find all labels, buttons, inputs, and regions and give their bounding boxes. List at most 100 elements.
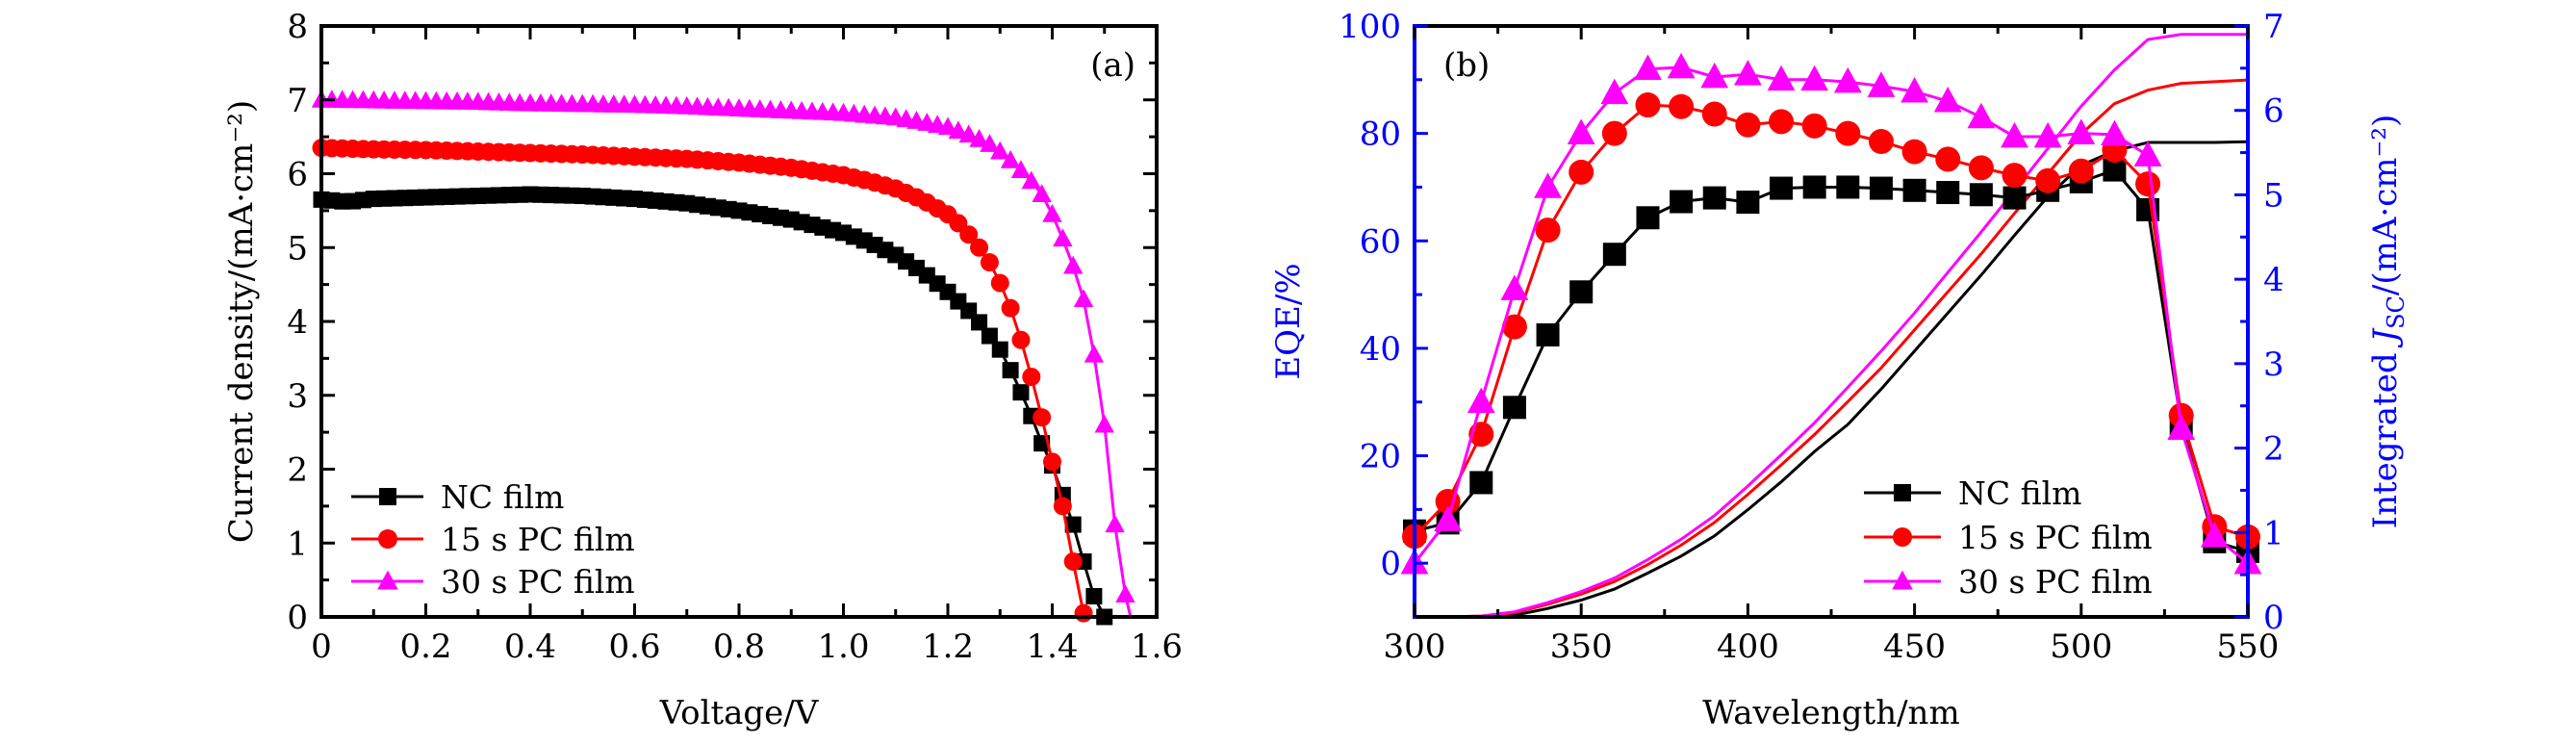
b-eqe-point <box>1635 92 1661 118</box>
a-legend-label: 15 s PC film <box>441 521 635 558</box>
b-eqe-point <box>1867 71 1896 97</box>
a-data-point <box>1012 384 1030 401</box>
b-eqe-point <box>2200 522 2229 548</box>
b-eqe-point <box>2001 121 2028 148</box>
b-eqe-point <box>2068 158 2094 184</box>
a-data-point <box>981 327 998 345</box>
b-right-y-tick-label: 0 <box>2263 599 2284 637</box>
b-legend-marker-circle-icon <box>1893 527 1912 547</box>
b-eqe-point <box>1569 159 1594 185</box>
b-right-y-tick-label: 5 <box>2263 176 2284 215</box>
b-eqe-point <box>1700 62 1729 89</box>
a-legend-item: NC film <box>351 478 564 516</box>
b-eqe-point <box>1469 471 1493 495</box>
a-data-point <box>1002 362 1019 379</box>
a-y-axis: 0 1 2 3 4 5 6 7 8 <box>287 8 1157 637</box>
b-eqe-point <box>1969 183 1993 207</box>
a-data-point <box>970 238 989 257</box>
a-data-point <box>1085 588 1103 605</box>
b-x-axis-label: Wavelength/nm <box>1702 694 1959 732</box>
b-eqe-point <box>1734 60 1762 86</box>
b-eqe-point <box>1900 76 1928 103</box>
a-data-point <box>980 253 999 272</box>
a-x-tick-label: 0.2 <box>399 628 451 666</box>
a-data-point <box>980 134 1000 152</box>
panel-b-eqe-chart: 300 350 400 450 500 550 0 20 40 60 80 100 0 1 2 3 4 5 6 7… <box>1269 8 2410 732</box>
a-legend-marker-square-icon <box>379 488 396 505</box>
a-data-point <box>1022 368 1041 387</box>
a-data-point <box>1064 516 1082 533</box>
b-x-tick-label: 300 <box>1384 628 1446 666</box>
b-right-y-tick-label: 4 <box>2263 261 2284 299</box>
b-eqe-point <box>2002 186 2027 210</box>
b-eqe-point <box>1868 129 1894 155</box>
b-eqe-point <box>1670 190 1694 214</box>
b-eqe-point <box>2002 163 2028 189</box>
a-data-point <box>1042 204 1062 222</box>
a-legend: NC film 15 s PC film 30 s PC film <box>351 478 635 601</box>
a-series-30-s-pc-film <box>311 90 1135 618</box>
a-legend-item: 15 s PC film <box>351 521 635 558</box>
a-y-tick-label: 1 <box>287 525 308 563</box>
b-eqe-series-15-s-pc-film <box>1402 92 2260 550</box>
b-right-y-tick-label: 6 <box>2263 92 2284 131</box>
b-x-tick-label: 350 <box>1550 628 1613 666</box>
b-right-y-axis-label: Integrated JSC/(mA·cm⁻²) <box>2366 115 2410 529</box>
a-x-axis: 0 0.2 0.4 0.6 0.8 1.0 1.2 1.4 1.6 <box>311 26 1183 666</box>
a-x-tick-label: 0.8 <box>713 628 765 666</box>
a-data-point <box>1063 255 1084 274</box>
a-data-point <box>1105 514 1125 533</box>
a-x-tick-label: 1.4 <box>1026 628 1078 666</box>
a-data-point <box>990 141 1010 160</box>
b-y-tick-label: 20 <box>1360 438 1401 476</box>
a-series-layer <box>311 90 1135 626</box>
a-panel-label: (a) <box>1090 46 1135 85</box>
a-data-point <box>1063 551 1083 571</box>
a-y-tick-label: 3 <box>287 377 308 416</box>
a-data-point <box>1084 344 1105 363</box>
b-right-y-tick-label: 1 <box>2263 514 2284 552</box>
b-legend-label: NC film <box>1958 474 2081 512</box>
a-series-nc-film <box>313 186 1113 626</box>
b-right-label-suffix: /(mA·cm⁻²) <box>2366 115 2405 295</box>
b-eqe-point <box>1902 178 1926 202</box>
b-eqe-point <box>1667 52 1696 79</box>
b-eqe-point <box>1769 109 1795 135</box>
b-right-y-tick-label: 2 <box>2263 430 2284 469</box>
b-eqe-point <box>1502 396 1526 420</box>
a-legend-label: NC film <box>441 478 564 516</box>
b-x-tick-label: 500 <box>2050 628 2112 666</box>
b-eqe-point <box>1935 146 1961 172</box>
b-right-label-prefix: Integrated <box>2366 343 2405 529</box>
a-data-point <box>1053 228 1073 247</box>
a-x-tick-label: 0.6 <box>608 628 660 666</box>
a-data-point <box>1032 184 1052 203</box>
b-x-axis: 300 350 400 450 500 550 <box>1384 26 2279 666</box>
b-eqe-point <box>1770 176 1794 200</box>
b-eqe-point <box>1702 186 1726 210</box>
b-eqe-point <box>1535 218 1561 243</box>
b-left-y-axis-label: EQE/% <box>1269 263 1308 379</box>
b-x-tick-label: 400 <box>1717 628 1779 666</box>
b-eqe-series-nc-film <box>1403 158 2259 563</box>
b-legend: NC film 15 s PC film 30 s PC film <box>1864 474 2153 601</box>
b-eqe-point <box>1869 176 1893 200</box>
a-x-tick-label: 1.0 <box>817 628 869 666</box>
b-right-y-tick-label: 3 <box>2263 346 2284 384</box>
a-data-point <box>937 116 958 136</box>
b-eqe-point <box>2133 141 2162 167</box>
b-panel-label: (b) <box>1443 46 1490 85</box>
a-data-point <box>1011 330 1031 349</box>
b-eqe-point <box>1601 120 1627 146</box>
b-eqe-point <box>1833 66 1862 93</box>
b-eqe-point <box>1801 113 1827 139</box>
a-data-point <box>990 273 1009 293</box>
b-eqe-point <box>1800 64 1829 91</box>
a-x-tick-label: 1.6 <box>1131 628 1183 666</box>
b-eqe-point <box>1933 87 1962 113</box>
a-data-point <box>969 128 989 147</box>
a-data-point <box>991 341 1008 358</box>
a-data-point <box>1043 452 1061 472</box>
a-data-point <box>1033 408 1052 427</box>
a-y-tick-label: 4 <box>287 303 308 342</box>
